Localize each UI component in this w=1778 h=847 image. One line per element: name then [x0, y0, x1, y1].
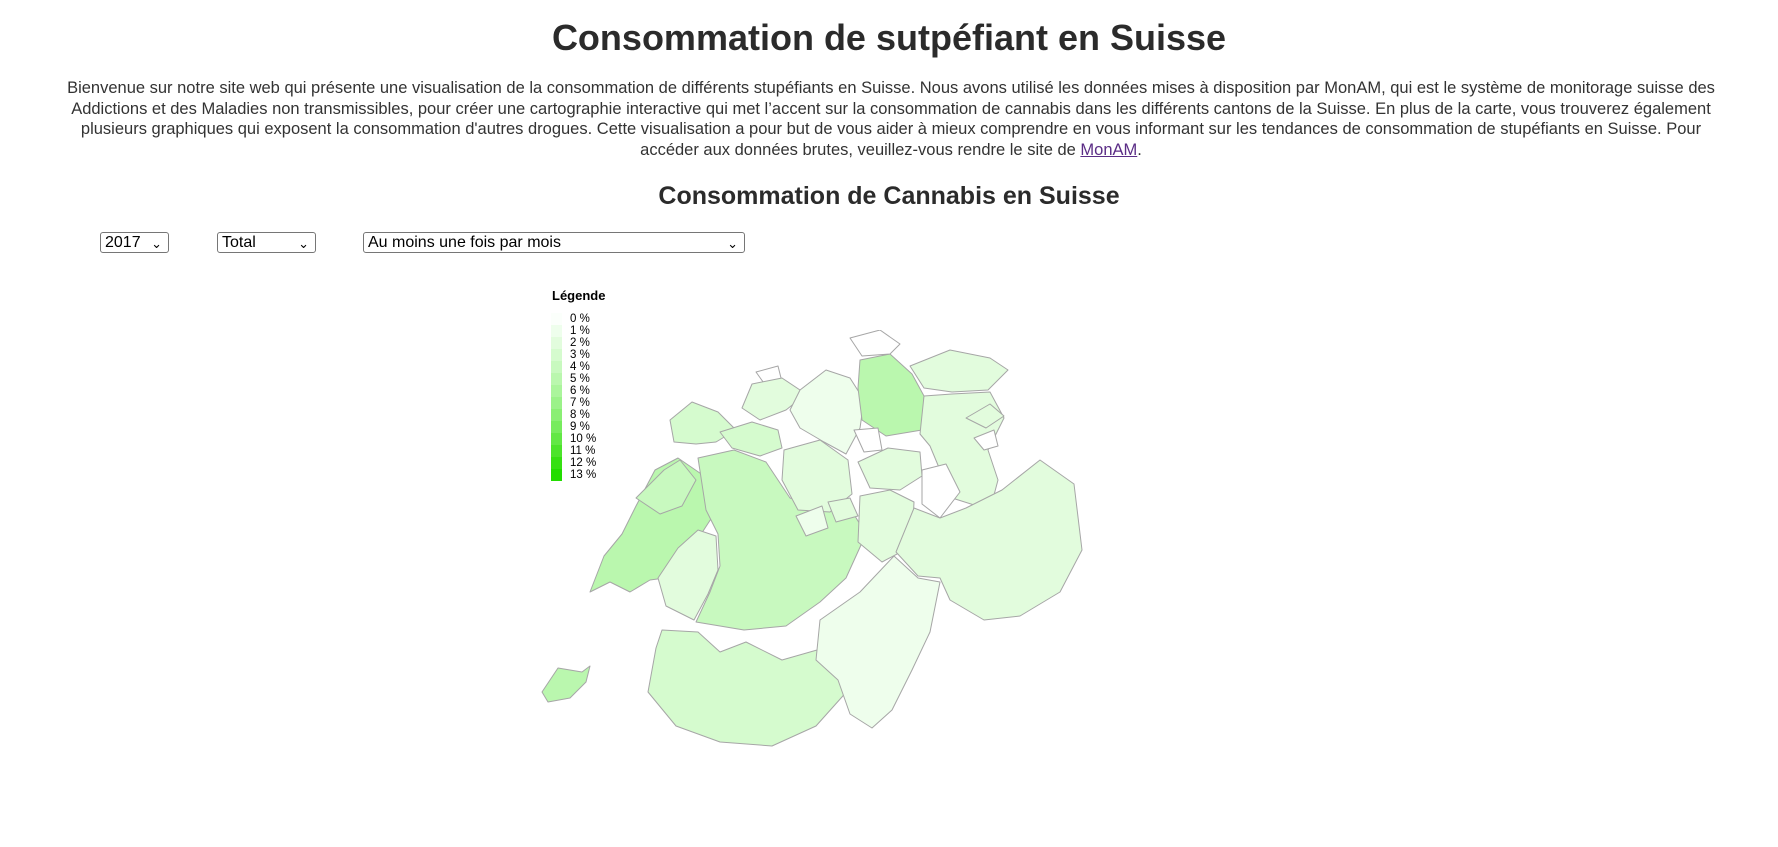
cantons-layer [541, 330, 1083, 747]
legend-item: 9 % [551, 421, 605, 433]
canton-tg[interactable] [909, 349, 1009, 393]
legend-swatch [551, 361, 562, 373]
legend-swatch [551, 349, 562, 361]
legend-label: 3 % [570, 349, 590, 361]
legend-swatch [551, 397, 562, 409]
section-title: Consommation de Cannabis en Suisse [658, 182, 1120, 210]
legend-label: 10 % [570, 433, 597, 445]
canton-zg[interactable] [853, 427, 883, 453]
legend-label: 6 % [570, 385, 590, 397]
legend-label: 0 % [570, 313, 590, 325]
legend-label: 4 % [570, 361, 590, 373]
legend-swatch [551, 433, 562, 445]
legend-item: 8 % [551, 409, 605, 421]
canton-gl[interactable] [921, 463, 961, 519]
legend-item: 12 % [551, 457, 605, 469]
legend-item: 3 % [551, 349, 605, 361]
chevron-down-icon: ⌄ [298, 236, 309, 251]
canton-nw[interactable] [827, 497, 859, 523]
canton-ge[interactable] [541, 665, 591, 703]
canton-so[interactable] [719, 421, 783, 457]
sex-select[interactable]: Total ⌄ [217, 232, 316, 253]
legend-label: 9 % [570, 421, 590, 433]
legend-swatch [551, 313, 562, 325]
monam-link[interactable]: MonAM [1080, 140, 1138, 159]
canton-ti[interactable] [815, 555, 941, 729]
legend-item: 13 % [551, 469, 605, 481]
canton-gr[interactable] [895, 459, 1083, 621]
legend-swatch [551, 409, 562, 421]
canton-ow[interactable] [795, 505, 829, 537]
legend-title: Légende [552, 288, 606, 303]
legend-label: 8 % [570, 409, 590, 421]
intro-end: . [1137, 140, 1142, 159]
intro-text: Bienvenue sur notre site web qui présent… [67, 79, 1715, 159]
year-select[interactable]: 2017 ⌄ [100, 232, 169, 253]
canton-ar[interactable] [965, 403, 1005, 429]
legend-swatch [551, 385, 562, 397]
legend-swatch [551, 325, 562, 337]
frequency-select-value: Au moins une fois par mois [368, 234, 561, 251]
canton-sh[interactable] [849, 330, 901, 357]
canton-be[interactable] [695, 449, 867, 631]
legend-swatch [551, 457, 562, 469]
canton-sz[interactable] [857, 447, 923, 491]
legend-item: 11 % [551, 445, 605, 457]
canton-ne[interactable] [635, 459, 697, 515]
chevron-down-icon: ⌄ [727, 236, 738, 251]
legend-swatch [551, 421, 562, 433]
legend-swatch [551, 445, 562, 457]
canton-bl[interactable] [741, 377, 807, 421]
legend-label: 11 % [570, 445, 596, 457]
legend-item: 5 % [551, 373, 605, 385]
legend-item: 4 % [551, 361, 605, 373]
legend-label: 1 % [570, 325, 590, 337]
legend-swatch [551, 469, 562, 481]
legend-label: 7 % [570, 397, 590, 409]
legend-item: 10 % [551, 433, 605, 445]
chevron-down-icon: ⌄ [151, 236, 162, 251]
legend-swatch [551, 373, 562, 385]
canton-fr[interactable] [657, 529, 719, 621]
legend-label: 5 % [570, 373, 590, 385]
canton-ag[interactable] [789, 369, 865, 455]
legend-label: 2 % [570, 337, 590, 349]
legend-swatch [551, 337, 562, 349]
page-title: Consommation de sutpéfiant en Suisse [551, 17, 1227, 58]
legend-item: 0 % [551, 313, 605, 325]
sex-select-value: Total [222, 234, 256, 251]
legend-item: 1 % [551, 325, 605, 337]
legend-item: 7 % [551, 397, 605, 409]
map-legend: Légende 0 % 1 % 2 % 3 % 4 % 5 % 6 % 7 % 8 % 9 % 10… [551, 288, 605, 481]
intro-paragraph: Bienvenue sur notre site web qui présent… [58, 78, 1724, 160]
switzerland-cantons-map [541, 330, 1083, 747]
legend-label: 13 % [570, 469, 597, 481]
legend-item: 6 % [551, 385, 605, 397]
legend-item: 2 % [551, 337, 605, 349]
legend-scale: 0 % 1 % 2 % 3 % 4 % 5 % 6 % 7 % 8 % 9 % 10 % 11 % 12… [551, 313, 605, 481]
canton-ai[interactable] [973, 429, 999, 451]
year-select-value: 2017 [105, 234, 141, 251]
frequency-select[interactable]: Au moins une fois par mois ⌄ [363, 232, 745, 253]
legend-label: 12 % [570, 457, 597, 469]
